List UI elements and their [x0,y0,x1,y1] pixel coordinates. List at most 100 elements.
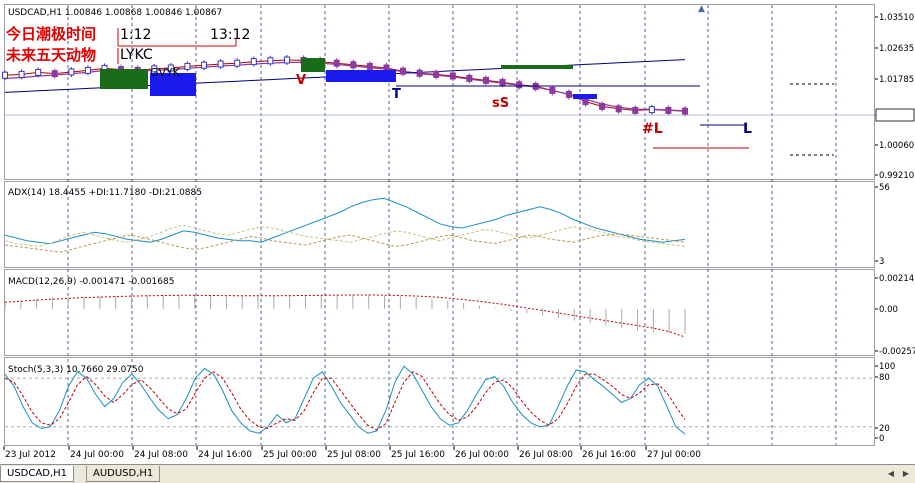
candle-body-34 [565,90,572,98]
green-zone-2 [301,58,325,72]
stochastic-y-tick-3: 0 [879,434,884,444]
x-tick-label-0: 23 Jul 2012 [5,450,56,460]
macd-plot [4,294,686,338]
x-tick-label-5: 25 Jul 08:00 [327,450,381,460]
axis-labels: 23 Jul 2012 24 Jul 00:00 24 Jul 08:00 24 Ju… [3,13,915,460]
chart-tab-bar: USDCAD,H1 AUDUSD,H1 ◀ ▶ [0,464,915,483]
candle-body-14 [234,59,241,67]
adx-title: ADX(14) 18.4455 +DI:11.7180 -DI:21.0885 [8,188,202,198]
cn-title-2: 未来五天动物 [5,46,96,64]
adx-series-2 [4,233,686,253]
adx-panel[interactable] [4,181,875,268]
mark-v: V [296,73,306,88]
candle-body-25 [416,69,423,77]
stochastic-y-tick-2: 20 [879,424,890,434]
candle-body-33 [549,86,556,94]
blue-zone-1 [150,73,196,96]
adx-plot [4,197,686,253]
candle-body-20 [333,59,340,67]
x-tick-label-6: 25 Jul 16:00 [391,450,445,460]
main-price-y-tick-1: 1.02635 [879,44,914,54]
cn-title-1: 今日潮极时间 [5,25,96,43]
x-tick-label-4: 25 Jul 00:00 [263,450,317,460]
candle-body-24 [400,67,407,75]
candle-body-30 [499,78,506,86]
main-price-y-tick-5: 0.99210 [879,171,914,181]
candle-body-27 [449,72,456,80]
main-price-y-tick-0: 1.03510 [879,13,914,23]
stoch-plot [4,365,875,435]
scroll-arrow-icon[interactable]: ▲ [698,4,705,14]
main-chart-panel[interactable] [4,4,875,180]
x-tick-label-8: 26 Jul 08:00 [519,450,573,460]
adx-y-tick-0: 56 [879,183,890,193]
x-tick-label-1: 24 Jul 00:00 [70,450,124,460]
candle-body-37 [615,105,622,113]
candle-body-39 [648,106,655,114]
candle-body-17 [283,56,290,64]
candle-body-4 [68,68,75,76]
macd-signal-line [4,294,686,338]
candle-body-9 [151,65,158,73]
x-tick-label-9: 26 Jul 16:00 [582,450,636,460]
stoch-series-1 [4,371,686,431]
adx-y-tick-1: 3 [879,257,884,267]
symbol-header: USDCAD,H1 1.00846 1.00868 1.00846 1.0086… [8,8,222,18]
macd-y-tick-0: 0.002143 [879,274,915,284]
macd-title: MACD(12,26,9) -0.001471 -0.001685 [8,277,174,287]
candle-body-28 [466,74,473,82]
tab-audusd[interactable]: AUDUSD,H1 [86,466,161,482]
candle-body-21 [350,61,357,69]
candle-body-35 [582,98,589,106]
adx-series-1 [4,224,686,247]
green-zone-1 [100,69,148,89]
candle-body-26 [433,70,440,78]
x-tick-label-7: 26 Jul 00:00 [455,450,509,460]
candle-body-2 [35,68,42,76]
current-price-box [875,108,915,122]
mark-l-1: #L [642,121,663,137]
candle-body-11 [184,62,191,70]
blue-target-bar [573,94,597,99]
lykc-label: LYKC [120,47,153,63]
candle-body-31 [516,81,523,89]
main-price-y-tick-4: 1.00060 [879,141,914,151]
candle-body-41 [682,107,688,115]
candle-body-29 [482,76,489,84]
candle-body-10 [167,64,174,72]
candle-body-5 [84,66,91,74]
candle-body-40 [665,106,672,114]
mark-l-2: L [743,121,752,137]
candle-body-38 [632,106,639,114]
stoch-series-0 [4,365,686,435]
blue-zone-2 [326,70,396,82]
candle-body-0 [2,71,8,79]
candle-body-16 [267,57,274,65]
tab-usdcad[interactable]: USDCAD,H1 [0,466,74,482]
macd-panel[interactable] [4,269,875,356]
tab-scroll-left-icon[interactable]: ◀ [887,469,895,478]
candle-body-15 [250,58,257,66]
x-tick-label-10: 27 Jul 00:00 [647,450,701,460]
tab-scroll-right-icon[interactable]: ▶ [902,469,910,478]
mark-t-1: T [392,87,401,102]
main-price-y-tick-2: 1.01785 [879,75,914,85]
candle-body-3 [51,70,58,78]
macd-y-tick-1: 0.00 [879,305,898,315]
stochastic-y-tick-1: 80 [879,373,890,383]
candle-body-13 [217,60,224,68]
stoch-title: Stoch(5,3,3) 10.7660 29.0750 [8,365,144,375]
time-start: 1:12 [120,27,151,43]
stochastic-y-tick-0: 100 [879,362,895,372]
candle-body-36 [599,102,606,110]
candle-body-22 [366,62,373,70]
candle-body-12 [201,61,208,69]
green-target-bar [501,65,573,69]
x-tick-label-3: 24 Jul 16:00 [198,450,252,460]
gvyk-label: GVYK [150,66,181,79]
candle-body-1 [18,70,25,78]
x-tick-label-2: 24 Jul 08:00 [134,450,188,460]
mark-ss: sS [492,96,509,111]
time-end: 13:12 [210,27,250,43]
